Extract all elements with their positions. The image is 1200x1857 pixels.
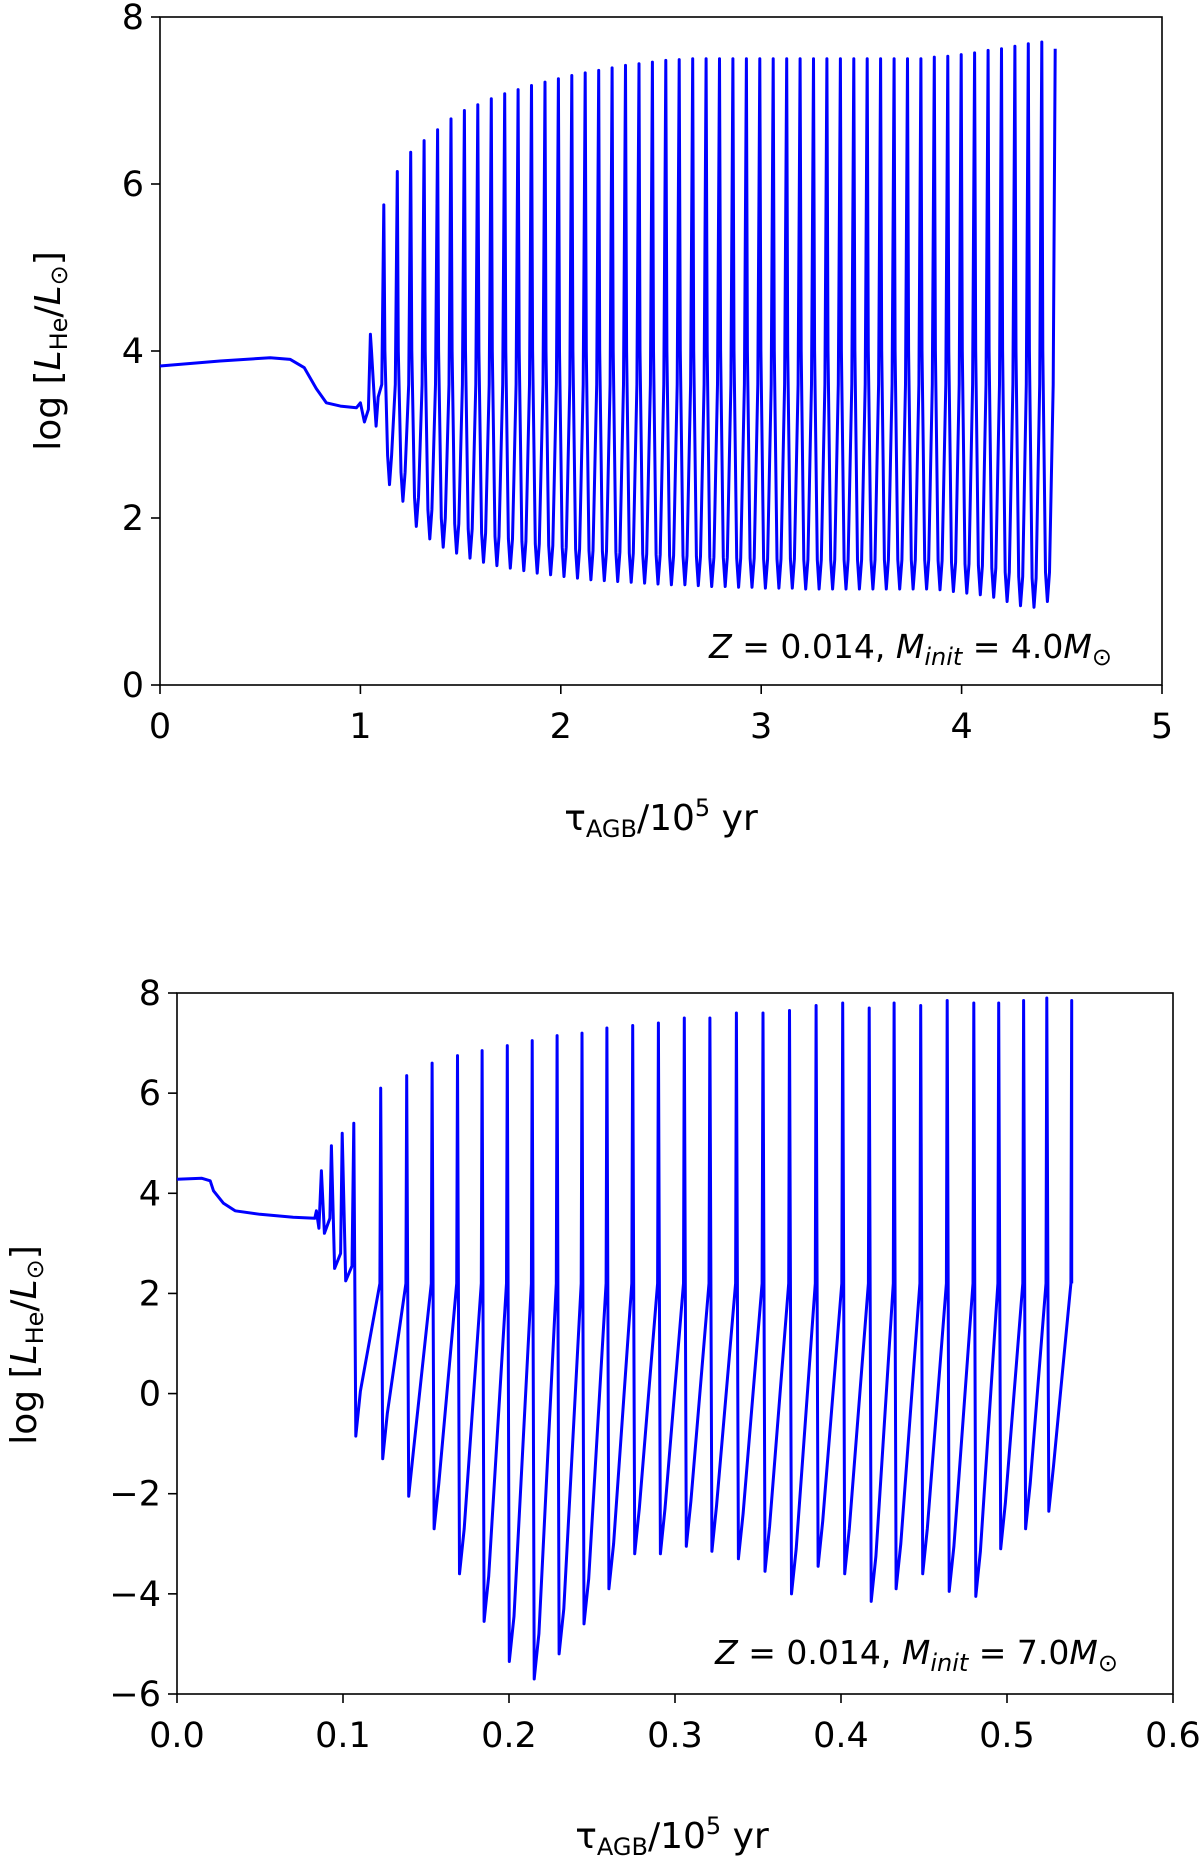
x-tick-label: 0.5	[979, 1716, 1035, 1756]
y-tick-label: 8	[139, 974, 161, 1014]
y-axis-label: log [LHe/L⊙]	[28, 251, 73, 451]
axis-ticks: 0 1 2 3 4 5 0 2 4 6 8	[122, 0, 1173, 747]
x-tick-label: 0.3	[647, 1716, 703, 1756]
axis-ticks: 0.0 0.1 0.2 0.3 0.4 0.5 0.6 −6 −4 −2 0 2 4 6 8	[109, 974, 1200, 1756]
y-axis-label: log [LHe/L⊙]	[4, 1245, 49, 1445]
annotation-model: Z = 0.014, Minit = 7.0M⊙	[714, 1633, 1118, 1677]
x-tick-label: 5	[1151, 707, 1173, 747]
annotation-model: Z = 0.014, Minit = 4.0M⊙	[708, 627, 1112, 671]
series-line-4msun	[159, 40, 1057, 609]
y-tick-label: 6	[122, 165, 144, 205]
chart-top: 0 1 2 3 4 5 0 2 4 6 8 τAGB/105 yr log [LHe/L⊙] Z =…	[28, 0, 1173, 843]
x-tick-label: 0.0	[149, 1716, 205, 1756]
x-tick-label: 2	[550, 707, 572, 747]
y-tick-label: 2	[122, 499, 144, 539]
y-tick-label: 4	[139, 1174, 161, 1214]
series-line-7msun	[176, 996, 1074, 1681]
x-tick-label: 3	[750, 707, 772, 747]
x-tick-label: 0.4	[813, 1716, 869, 1756]
y-tick-label: 8	[122, 0, 144, 38]
y-tick-label: −2	[109, 1475, 161, 1515]
x-tick-label: 0.6	[1145, 1716, 1200, 1756]
x-tick-label: 0	[149, 707, 171, 747]
y-tick-label: −6	[109, 1675, 161, 1715]
y-tick-label: 0	[139, 1375, 161, 1415]
x-tick-label: 0.1	[315, 1716, 371, 1756]
y-tick-label: 2	[139, 1274, 161, 1314]
x-tick-label: 4	[950, 707, 972, 747]
y-tick-label: 4	[122, 332, 144, 372]
x-tick-label: 1	[349, 707, 371, 747]
y-tick-label: 0	[122, 666, 144, 706]
y-tick-label: 6	[139, 1074, 161, 1114]
y-tick-label: −4	[109, 1575, 161, 1615]
chart-bottom: 0.0 0.1 0.2 0.3 0.4 0.5 0.6 −6 −4 −2 0 2 4 6 8 τAGB/10…	[4, 974, 1200, 1857]
x-axis-label: τAGB/105 yr	[575, 1812, 769, 1857]
x-axis-label: τAGB/105 yr	[564, 794, 758, 843]
x-tick-label: 0.2	[481, 1716, 537, 1756]
